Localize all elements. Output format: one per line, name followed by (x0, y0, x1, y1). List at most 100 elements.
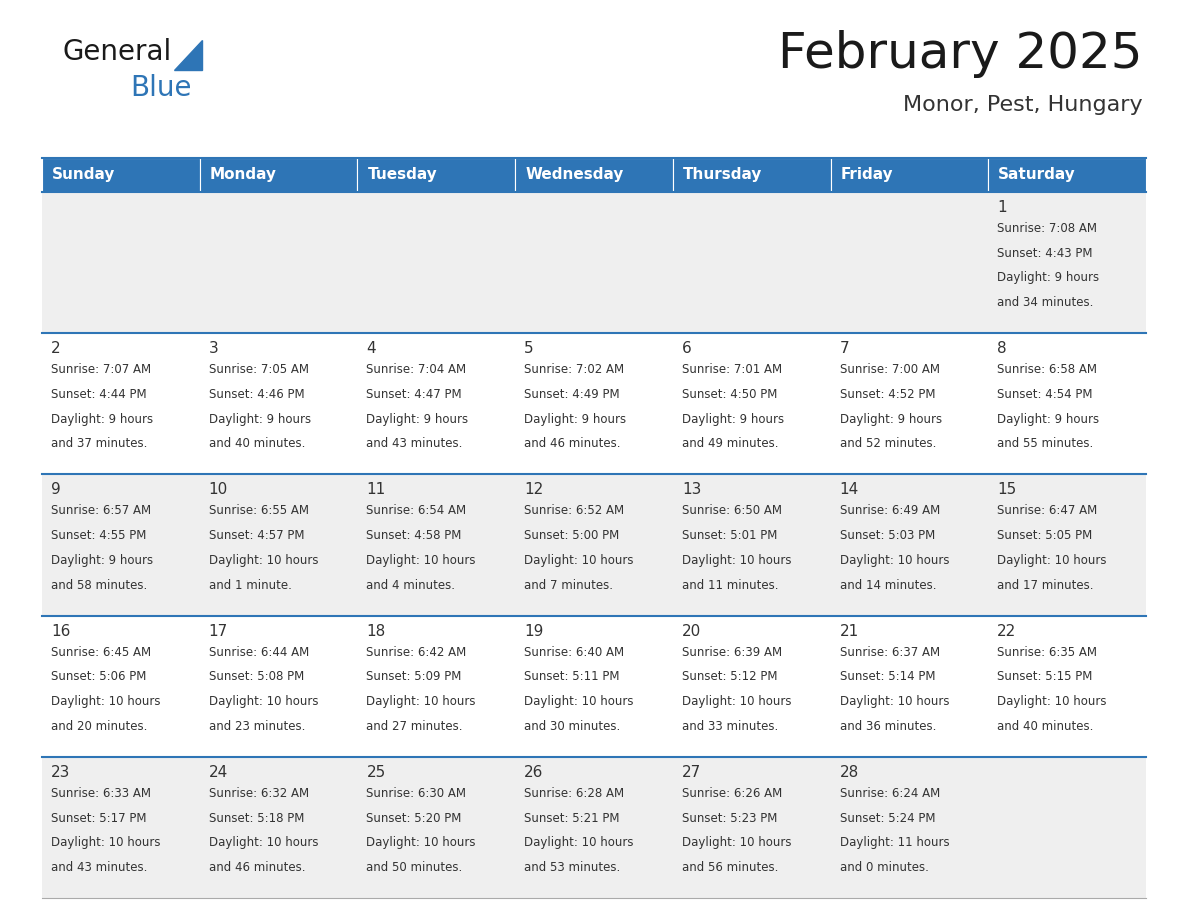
Text: 4: 4 (366, 341, 377, 356)
Text: and 40 minutes.: and 40 minutes. (997, 720, 1094, 733)
Text: Daylight: 10 hours: Daylight: 10 hours (209, 836, 318, 849)
Text: Sunrise: 6:26 AM: Sunrise: 6:26 AM (682, 787, 782, 800)
Text: Daylight: 10 hours: Daylight: 10 hours (682, 695, 791, 708)
Bar (672, 475, 830, 616)
Text: and 11 minutes.: and 11 minutes. (682, 578, 778, 591)
Bar (516, 158, 672, 192)
Text: Sunrise: 7:05 AM: Sunrise: 7:05 AM (209, 364, 309, 376)
Bar (42, 158, 200, 192)
Text: and 37 minutes.: and 37 minutes. (51, 437, 147, 451)
Bar (988, 475, 1146, 616)
Text: Daylight: 10 hours: Daylight: 10 hours (840, 554, 949, 566)
Text: Sunrise: 6:52 AM: Sunrise: 6:52 AM (524, 504, 624, 518)
Text: and 49 minutes.: and 49 minutes. (682, 437, 778, 451)
Text: Daylight: 9 hours: Daylight: 9 hours (524, 412, 626, 426)
Text: Sunrise: 6:37 AM: Sunrise: 6:37 AM (840, 645, 940, 658)
Bar (672, 616, 830, 756)
Text: 15: 15 (997, 482, 1017, 498)
Bar (358, 333, 516, 475)
Text: 5: 5 (524, 341, 533, 356)
Text: Daylight: 10 hours: Daylight: 10 hours (997, 695, 1107, 708)
Polygon shape (173, 40, 202, 70)
Bar (830, 158, 988, 192)
Text: Sunrise: 6:40 AM: Sunrise: 6:40 AM (524, 645, 624, 658)
Text: and 46 minutes.: and 46 minutes. (209, 861, 305, 874)
Text: Daylight: 10 hours: Daylight: 10 hours (209, 554, 318, 566)
Text: 26: 26 (524, 765, 544, 779)
Text: Daylight: 9 hours: Daylight: 9 hours (366, 412, 468, 426)
Text: 9: 9 (51, 482, 61, 498)
Bar (358, 475, 516, 616)
Bar (42, 475, 200, 616)
Text: Daylight: 11 hours: Daylight: 11 hours (840, 836, 949, 849)
Text: Sunset: 5:08 PM: Sunset: 5:08 PM (209, 670, 304, 683)
Text: and 43 minutes.: and 43 minutes. (51, 861, 147, 874)
Text: Monday: Monday (210, 167, 277, 183)
Text: and 55 minutes.: and 55 minutes. (997, 437, 1093, 451)
Text: Daylight: 9 hours: Daylight: 9 hours (51, 412, 153, 426)
Bar (672, 333, 830, 475)
Text: and 7 minutes.: and 7 minutes. (524, 578, 613, 591)
Text: and 40 minutes.: and 40 minutes. (209, 437, 305, 451)
Text: Sunrise: 6:58 AM: Sunrise: 6:58 AM (997, 364, 1098, 376)
Bar (830, 756, 988, 898)
Text: 14: 14 (840, 482, 859, 498)
Text: Sunrise: 6:32 AM: Sunrise: 6:32 AM (209, 787, 309, 800)
Text: Sunrise: 6:30 AM: Sunrise: 6:30 AM (366, 787, 467, 800)
Bar (672, 756, 830, 898)
Text: Sunrise: 7:01 AM: Sunrise: 7:01 AM (682, 364, 782, 376)
Text: Sunrise: 6:54 AM: Sunrise: 6:54 AM (366, 504, 467, 518)
Text: Daylight: 10 hours: Daylight: 10 hours (682, 554, 791, 566)
Text: Daylight: 9 hours: Daylight: 9 hours (997, 272, 1099, 285)
Bar (358, 616, 516, 756)
Text: Sunset: 5:23 PM: Sunset: 5:23 PM (682, 812, 777, 824)
Bar (672, 158, 830, 192)
Bar (358, 756, 516, 898)
Bar (830, 616, 988, 756)
Text: and 50 minutes.: and 50 minutes. (366, 861, 462, 874)
Text: Sunset: 5:12 PM: Sunset: 5:12 PM (682, 670, 777, 683)
Text: General: General (62, 38, 171, 66)
Text: Sunrise: 7:08 AM: Sunrise: 7:08 AM (997, 222, 1098, 235)
Text: 1: 1 (997, 200, 1007, 215)
Text: 25: 25 (366, 765, 386, 779)
Text: 24: 24 (209, 765, 228, 779)
Bar (830, 192, 988, 333)
Text: Blue: Blue (129, 74, 191, 102)
Text: 16: 16 (51, 623, 70, 639)
Text: Daylight: 10 hours: Daylight: 10 hours (524, 695, 633, 708)
Text: Sunset: 4:58 PM: Sunset: 4:58 PM (366, 529, 462, 543)
Text: Sunrise: 6:49 AM: Sunrise: 6:49 AM (840, 504, 940, 518)
Text: and 58 minutes.: and 58 minutes. (51, 578, 147, 591)
Text: Daylight: 10 hours: Daylight: 10 hours (524, 554, 633, 566)
Text: Daylight: 9 hours: Daylight: 9 hours (209, 412, 311, 426)
Text: Daylight: 10 hours: Daylight: 10 hours (524, 836, 633, 849)
Bar (830, 475, 988, 616)
Text: Sunset: 4:54 PM: Sunset: 4:54 PM (997, 388, 1093, 401)
Bar (42, 333, 200, 475)
Text: 28: 28 (840, 765, 859, 779)
Text: Monor, Pest, Hungary: Monor, Pest, Hungary (903, 95, 1143, 115)
Text: 7: 7 (840, 341, 849, 356)
Text: Daylight: 10 hours: Daylight: 10 hours (366, 554, 476, 566)
Text: Sunrise: 7:00 AM: Sunrise: 7:00 AM (840, 364, 940, 376)
Text: Sunrise: 6:45 AM: Sunrise: 6:45 AM (51, 645, 151, 658)
Text: 8: 8 (997, 341, 1007, 356)
Text: Sunset: 5:21 PM: Sunset: 5:21 PM (524, 812, 620, 824)
Bar (42, 616, 200, 756)
Text: Sunrise: 6:35 AM: Sunrise: 6:35 AM (997, 645, 1098, 658)
Text: Daylight: 10 hours: Daylight: 10 hours (682, 836, 791, 849)
Text: Sunset: 5:09 PM: Sunset: 5:09 PM (366, 670, 462, 683)
Text: Daylight: 10 hours: Daylight: 10 hours (997, 554, 1107, 566)
Text: 17: 17 (209, 623, 228, 639)
Text: Daylight: 9 hours: Daylight: 9 hours (997, 412, 1099, 426)
Bar (988, 192, 1146, 333)
Text: Sunset: 4:43 PM: Sunset: 4:43 PM (997, 247, 1093, 260)
Text: and 14 minutes.: and 14 minutes. (840, 578, 936, 591)
Text: 22: 22 (997, 623, 1017, 639)
Text: Daylight: 10 hours: Daylight: 10 hours (209, 695, 318, 708)
Text: Sunset: 4:44 PM: Sunset: 4:44 PM (51, 388, 146, 401)
Text: Sunset: 4:46 PM: Sunset: 4:46 PM (209, 388, 304, 401)
Text: Sunset: 5:01 PM: Sunset: 5:01 PM (682, 529, 777, 543)
Text: Sunrise: 6:33 AM: Sunrise: 6:33 AM (51, 787, 151, 800)
